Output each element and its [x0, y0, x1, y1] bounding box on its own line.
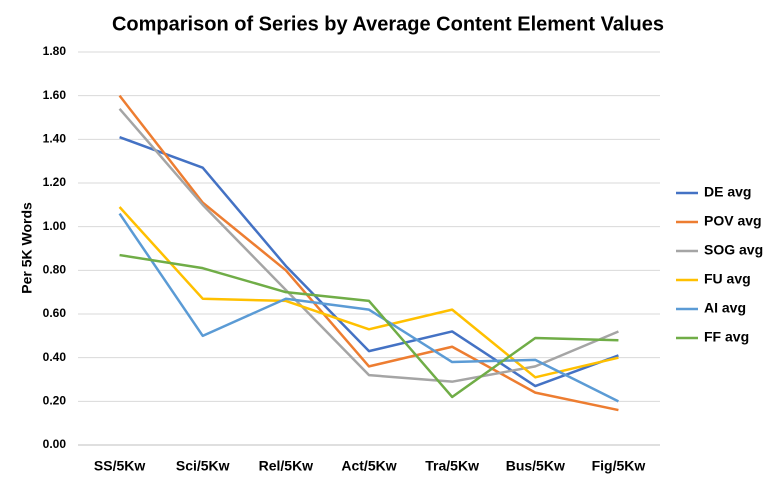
- x-tick-label: Act/5Kw: [341, 458, 396, 474]
- series-line: [119, 135, 619, 388]
- legend-label: AI avg: [704, 300, 746, 316]
- series-line: [118, 212, 619, 403]
- x-tick-label: Rel/5Kw: [259, 458, 314, 474]
- series-line: [118, 94, 619, 412]
- y-tick-label: 1.00: [43, 219, 67, 233]
- y-tick-label: 0.40: [43, 350, 67, 364]
- legend-label: SOG avg: [704, 242, 763, 258]
- x-tick-label: SS/5Kw: [94, 458, 145, 474]
- y-tick-label: 0.00: [43, 437, 67, 451]
- y-tick-label: 0.60: [43, 306, 67, 320]
- y-axis-label: Per 5K Words: [19, 202, 35, 294]
- series-line: [118, 206, 619, 379]
- legend-label: POV avg: [704, 213, 762, 229]
- legend-label: FU avg: [704, 271, 751, 287]
- y-tick-label: 1.80: [43, 44, 67, 58]
- y-tick-label: 1.60: [43, 88, 67, 102]
- series-line: [119, 253, 619, 399]
- legend-label: FF avg: [704, 329, 749, 345]
- x-tick-label: Tra/5Kw: [425, 458, 479, 474]
- chart-title: Comparison of Series by Average Content …: [112, 13, 664, 35]
- y-tick-label: 1.40: [43, 132, 67, 146]
- x-tick-label: Sci/5Kw: [176, 458, 230, 474]
- x-tick-label: Fig/5Kw: [592, 458, 646, 474]
- y-tick-label: 0.20: [43, 394, 67, 408]
- legend-label: DE avg: [704, 184, 751, 200]
- x-tick-label: Bus/5Kw: [506, 458, 565, 474]
- y-tick-label: 0.80: [43, 263, 67, 277]
- series-line: [118, 107, 619, 383]
- y-tick-label: 1.20: [43, 175, 67, 189]
